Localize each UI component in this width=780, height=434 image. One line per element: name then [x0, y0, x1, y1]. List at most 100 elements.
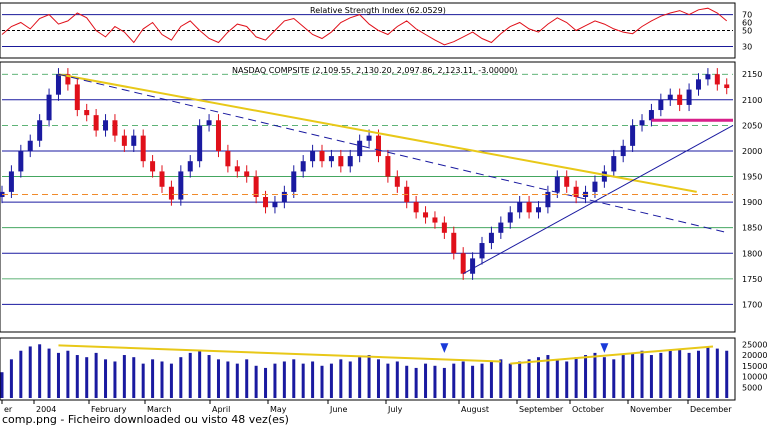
price-candle — [601, 171, 607, 182]
volume-bar — [311, 361, 315, 398]
price-candle — [677, 94, 683, 105]
price-candle — [8, 171, 14, 192]
price-candle — [319, 150, 325, 162]
volume-bar — [527, 359, 531, 398]
volume-bar — [226, 361, 230, 398]
price-candle — [159, 171, 165, 187]
price-candle — [206, 120, 212, 126]
price-candle — [488, 232, 494, 244]
volume-bar — [348, 361, 352, 398]
x-tick-label: October — [572, 405, 605, 414]
volume-bar — [555, 359, 559, 398]
volume-bar — [508, 363, 512, 398]
volume-bar — [696, 350, 700, 398]
price-panel-frame — [0, 61, 736, 333]
price-candle — [65, 74, 71, 85]
price-candle — [215, 120, 221, 151]
price-candle — [253, 176, 259, 197]
volume-bar — [132, 357, 136, 398]
volume-arrow-marker — [600, 343, 609, 353]
x-tick-label: March — [147, 405, 171, 414]
volume-tick-label: 20000 — [742, 351, 767, 360]
price-candle — [611, 156, 617, 172]
volume-bar — [235, 363, 239, 398]
x-tick-label: May — [270, 405, 287, 414]
price-candle — [498, 222, 504, 233]
volume-tick-label: 15000 — [742, 362, 767, 371]
volume-bar — [678, 348, 682, 398]
volume-bar — [518, 361, 522, 398]
volume-bar — [631, 352, 635, 398]
volume-arrow-marker — [440, 343, 449, 353]
volume-bar — [301, 363, 305, 398]
price-candle — [535, 207, 541, 213]
price-tick-label: 1850 — [742, 224, 762, 233]
price-candle — [197, 125, 203, 162]
volume-bar — [19, 350, 23, 398]
volume-bar — [0, 372, 4, 398]
price-candle — [620, 145, 626, 157]
price-candle — [413, 202, 419, 213]
volume-bar — [292, 359, 296, 398]
volume-bar — [725, 350, 729, 398]
volume-bar — [602, 357, 606, 398]
price-candle — [328, 156, 334, 162]
price-candle — [658, 99, 664, 111]
price-candle — [178, 171, 184, 200]
rsi-tick-label: 70 — [742, 11, 752, 20]
volume-bar — [367, 355, 371, 398]
volume-bar — [668, 350, 672, 398]
rsi-tick-label: 50 — [742, 27, 752, 36]
price-candle — [714, 74, 720, 85]
volume-bar — [122, 355, 126, 398]
volume-bar — [376, 359, 380, 398]
price-candle — [554, 176, 560, 192]
rsi-title: Relative Strength Index (62.0529) — [310, 6, 446, 15]
volume-bar — [151, 359, 155, 398]
x-tick-label: er — [4, 405, 13, 414]
volume-tick-label: 10000 — [742, 373, 767, 382]
volume-bar — [329, 363, 333, 398]
rsi-line — [1, 7, 728, 46]
volume-bar — [414, 367, 418, 398]
x-tick-label: September — [519, 405, 564, 414]
volume-bar — [621, 355, 625, 398]
volume-bar — [715, 348, 719, 398]
price-layer — [0, 68, 734, 305]
volume-bar — [38, 344, 42, 398]
x-tick-label: June — [329, 405, 348, 414]
volume-bar — [584, 355, 588, 398]
price-tick-label: 1750 — [742, 275, 762, 284]
price-candle — [545, 191, 551, 208]
volume-layer — [0, 343, 729, 398]
price-candle — [460, 253, 466, 274]
volume-bar — [141, 363, 145, 398]
price-candle — [375, 135, 381, 157]
volume-bar — [9, 359, 13, 398]
volume-bar — [188, 352, 192, 398]
price-candle — [84, 110, 90, 116]
volume-bar — [85, 357, 89, 398]
volume-bar — [452, 363, 456, 398]
price-candle — [112, 120, 118, 136]
volume-bar — [56, 352, 60, 398]
price-candle — [592, 181, 598, 192]
volume-bar — [47, 348, 51, 398]
volume-bar — [264, 367, 268, 398]
volume-bar — [536, 357, 540, 398]
price-candle — [281, 191, 287, 203]
volume-trendline-down — [58, 344, 501, 363]
x-tick-label: April — [212, 405, 230, 414]
volume-bar — [94, 352, 98, 398]
price-candle — [103, 120, 109, 131]
volume-bar — [179, 357, 183, 398]
price-tick-label: 1950 — [742, 173, 762, 182]
volume-bar — [546, 355, 550, 398]
price-candle — [630, 125, 636, 146]
price-tick-label: 1700 — [742, 300, 762, 309]
volume-bar — [649, 355, 653, 398]
x-tick-label: February — [91, 405, 127, 414]
price-candle — [667, 94, 673, 100]
price-candle — [27, 140, 33, 151]
